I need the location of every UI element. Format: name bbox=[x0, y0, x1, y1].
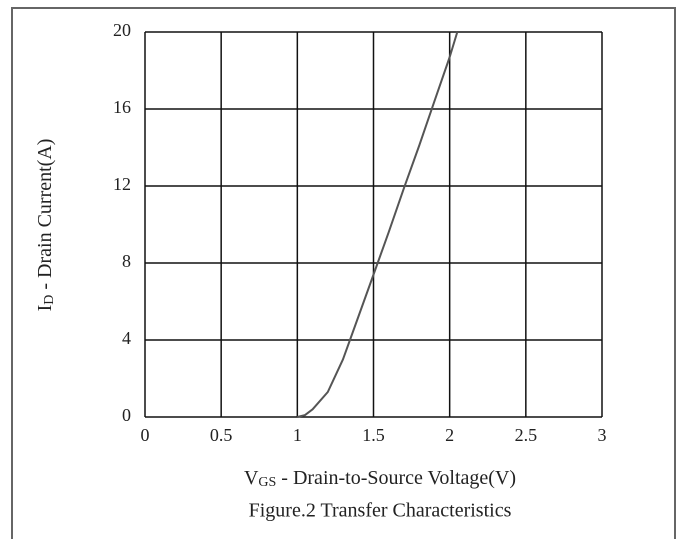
y-tick-label: 20 bbox=[113, 20, 131, 40]
x-tick-label: 0 bbox=[141, 425, 150, 445]
y-axis-label: ID - Drain Current(A) bbox=[34, 139, 58, 312]
x-tick-label: 3 bbox=[598, 425, 607, 445]
x-tick-label: 1 bbox=[293, 425, 302, 445]
y-tick-label: 4 bbox=[122, 328, 131, 348]
x-axis-label: VGS - Drain-to-Source Voltage(V) bbox=[244, 467, 516, 491]
x-tick-label: 1.5 bbox=[362, 425, 385, 445]
y-tick-label: 8 bbox=[122, 251, 131, 271]
y-tick-label: 16 bbox=[113, 97, 131, 117]
chart-title: Figure.2 Transfer Characteristics bbox=[249, 500, 512, 522]
x-tick-label: 2.5 bbox=[515, 425, 538, 445]
frame bbox=[11, 7, 676, 539]
x-tick-label: 0.5 bbox=[210, 425, 233, 445]
x-tick-label: 2 bbox=[445, 425, 454, 445]
y-tick-label: 0 bbox=[122, 405, 131, 425]
y-tick-label: 12 bbox=[113, 174, 131, 194]
curve bbox=[297, 31, 459, 418]
